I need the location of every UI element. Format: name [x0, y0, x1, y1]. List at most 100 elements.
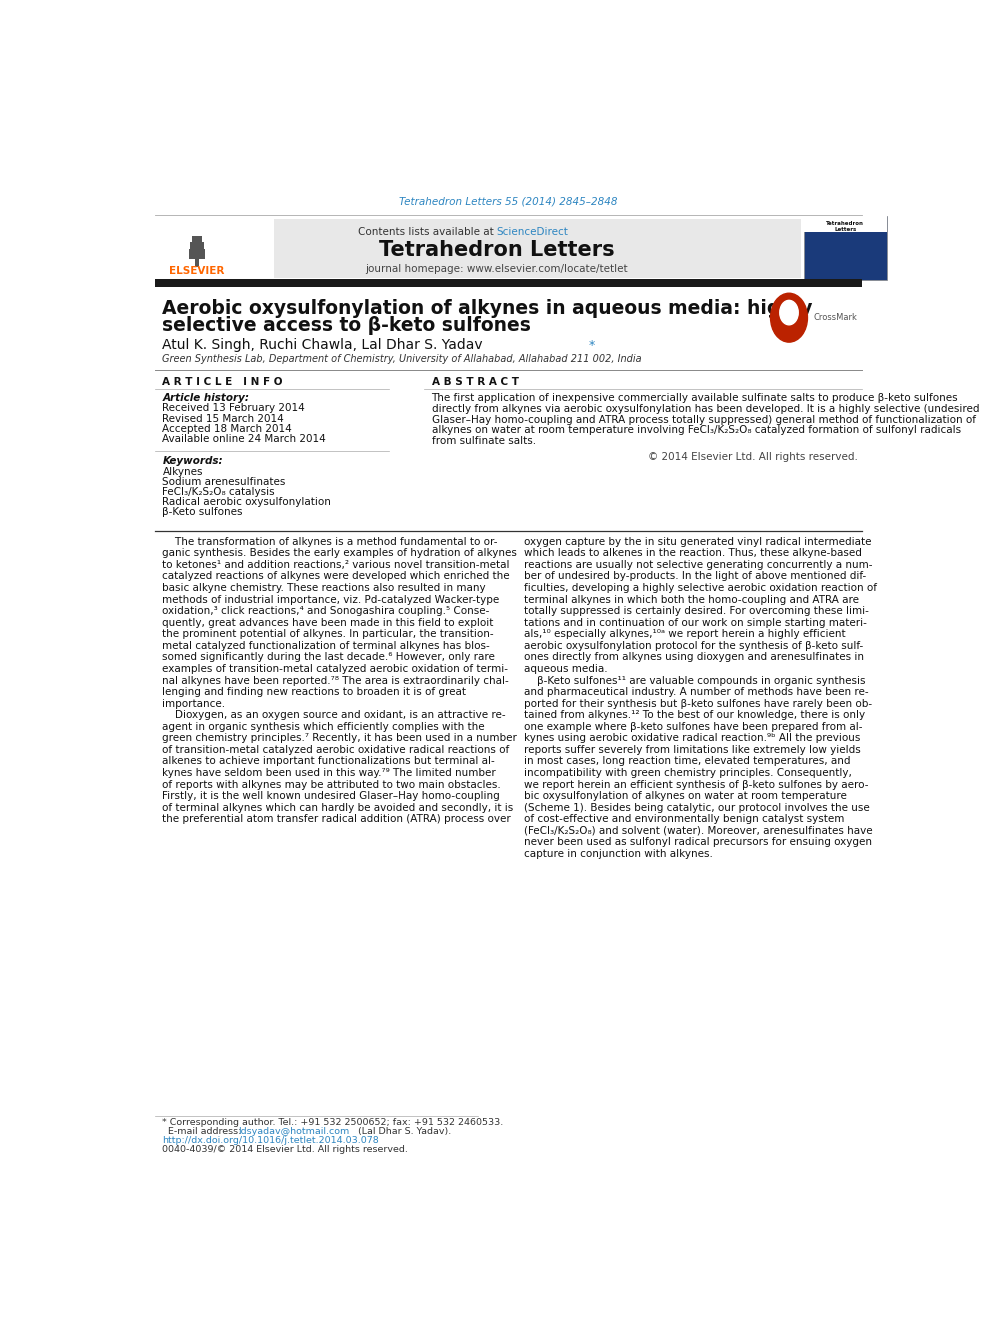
Text: the prominent potential of alkynes. In particular, the transition-: the prominent potential of alkynes. In p… — [163, 630, 494, 639]
Text: somed significantly during the last decade.⁶ However, only rare: somed significantly during the last deca… — [163, 652, 495, 663]
Text: (Lal Dhar S. Yadav).: (Lal Dhar S. Yadav). — [355, 1127, 451, 1136]
Text: (Scheme 1). Besides being catalytic, our protocol involves the use: (Scheme 1). Besides being catalytic, our… — [524, 803, 870, 812]
Text: one example where β-keto sulfones have been prepared from al-: one example where β-keto sulfones have b… — [524, 722, 862, 732]
Text: (FeCl₃/K₂S₂O₈) and solvent (water). Moreover, arenesulfinates have: (FeCl₃/K₂S₂O₈) and solvent (water). More… — [524, 826, 872, 836]
Text: * Corresponding author. Tel.: +91 532 2500652; fax: +91 532 2460533.: * Corresponding author. Tel.: +91 532 25… — [163, 1118, 504, 1127]
FancyBboxPatch shape — [155, 279, 862, 287]
Text: ScienceDirect: ScienceDirect — [497, 228, 568, 237]
Text: ficulties, developing a highly selective aerobic oxidation reaction of: ficulties, developing a highly selective… — [524, 583, 877, 593]
Text: totally suppressed is certainly desired. For overcoming these limi-: totally suppressed is certainly desired.… — [524, 606, 869, 617]
Text: aqueous media.: aqueous media. — [524, 664, 607, 673]
Text: quently, great advances have been made in this field to exploit: quently, great advances have been made i… — [163, 618, 494, 627]
FancyBboxPatch shape — [804, 216, 887, 232]
Text: and pharmaceutical industry. A number of methods have been re-: and pharmaceutical industry. A number of… — [524, 687, 868, 697]
Text: kynes have seldom been used in this way.⁷⁹ The limited number: kynes have seldom been used in this way.… — [163, 769, 496, 778]
Text: importance.: importance. — [163, 699, 225, 709]
Text: Keywords:: Keywords: — [163, 456, 223, 466]
Text: Article history:: Article history: — [163, 393, 249, 404]
Text: Atul K. Singh, Ruchi Chawla, Lal Dhar S. Yadav: Atul K. Singh, Ruchi Chawla, Lal Dhar S.… — [163, 339, 483, 352]
Text: lenging and finding new reactions to broaden it is of great: lenging and finding new reactions to bro… — [163, 687, 466, 697]
Text: capture in conjunction with alkynes.: capture in conjunction with alkynes. — [524, 849, 712, 859]
Text: FeCl₃/K₂S₂O₈ catalysis: FeCl₃/K₂S₂O₈ catalysis — [163, 487, 275, 497]
Text: directly from alkynes via aerobic oxysulfonylation has been developed. It is a h: directly from alkynes via aerobic oxysul… — [432, 404, 979, 414]
Text: als,¹⁰ especially alkynes,¹⁰ᵃ we report herein a highly efficient: als,¹⁰ especially alkynes,¹⁰ᵃ we report … — [524, 630, 845, 639]
Text: the preferential atom transfer radical addition (ATRA) process over: the preferential atom transfer radical a… — [163, 814, 511, 824]
Text: of cost-effective and environmentally benign catalyst system: of cost-effective and environmentally be… — [524, 814, 844, 824]
Text: E-mail address:: E-mail address: — [163, 1127, 245, 1136]
Text: nal alkynes have been reported.⁷⁸ The area is extraordinarily chal-: nal alkynes have been reported.⁷⁸ The ar… — [163, 676, 509, 685]
Text: in most cases, long reaction time, elevated temperatures, and: in most cases, long reaction time, eleva… — [524, 757, 850, 766]
Text: Revised 15 March 2014: Revised 15 March 2014 — [163, 414, 284, 423]
Circle shape — [771, 294, 807, 343]
Text: Contents lists available at: Contents lists available at — [358, 228, 497, 237]
Text: A B S T R A C T: A B S T R A C T — [432, 377, 519, 386]
Text: Tetrahedron Letters: Tetrahedron Letters — [379, 241, 615, 261]
Text: Letters: Letters — [834, 226, 856, 232]
Text: journal homepage: www.elsevier.com/locate/tetlet: journal homepage: www.elsevier.com/locat… — [366, 263, 628, 274]
Text: Tetrahedron: Tetrahedron — [826, 221, 864, 226]
Text: from sulfinate salts.: from sulfinate salts. — [432, 437, 536, 446]
FancyBboxPatch shape — [163, 218, 801, 278]
Text: of transition-metal catalyzed aerobic oxidative radical reactions of: of transition-metal catalyzed aerobic ox… — [163, 745, 510, 755]
Text: *: * — [589, 339, 595, 352]
Circle shape — [780, 300, 799, 325]
Text: © 2014 Elsevier Ltd. All rights reserved.: © 2014 Elsevier Ltd. All rights reserved… — [649, 451, 858, 462]
Text: we report herein an efficient synthesis of β-keto sulfones by aero-: we report herein an efficient synthesis … — [524, 779, 868, 790]
Text: ganic synthesis. Besides the early examples of hydration of alkynes: ganic synthesis. Besides the early examp… — [163, 548, 517, 558]
Text: alkynes on water at room temperature involving FeCl₃/K₂S₂O₈ catalyzed formation : alkynes on water at room temperature inv… — [432, 425, 960, 435]
Text: 0040-4039/© 2014 Elsevier Ltd. All rights reserved.: 0040-4039/© 2014 Elsevier Ltd. All right… — [163, 1146, 409, 1155]
Text: reports suffer severely from limitations like extremely low yields: reports suffer severely from limitations… — [524, 745, 860, 755]
Text: examples of transition-metal catalyzed aerobic oxidation of termi-: examples of transition-metal catalyzed a… — [163, 664, 509, 673]
Text: Tetrahedron Letters 55 (2014) 2845–2848: Tetrahedron Letters 55 (2014) 2845–2848 — [399, 197, 618, 206]
Text: incompatibility with green chemistry principles. Consequently,: incompatibility with green chemistry pri… — [524, 769, 852, 778]
Text: Sodium arenesulfinates: Sodium arenesulfinates — [163, 476, 286, 487]
Text: ELSEVIER: ELSEVIER — [170, 266, 225, 275]
Text: of reports with alkynes may be attributed to two main obstacles.: of reports with alkynes may be attribute… — [163, 779, 501, 790]
Text: selective access to β-keto sulfones: selective access to β-keto sulfones — [163, 316, 532, 335]
Text: Alkynes: Alkynes — [163, 467, 203, 476]
Text: bic oxysulfonylation of alkynes on water at room temperature: bic oxysulfonylation of alkynes on water… — [524, 791, 846, 802]
Text: reactions are usually not selective generating concurrently a num-: reactions are usually not selective gene… — [524, 560, 872, 570]
Text: http://dx.doi.org/10.1016/j.tetlet.2014.03.078: http://dx.doi.org/10.1016/j.tetlet.2014.… — [163, 1136, 379, 1146]
Text: β-Keto sulfones: β-Keto sulfones — [163, 507, 243, 517]
Text: Available online 24 March 2014: Available online 24 March 2014 — [163, 434, 326, 445]
Text: Aerobic oxysulfonylation of alkynes in aqueous media: highly: Aerobic oxysulfonylation of alkynes in a… — [163, 299, 812, 318]
Text: metal catalyzed functionalization of terminal alkynes has blos-: metal catalyzed functionalization of ter… — [163, 640, 490, 651]
Text: to ketones¹ and addition reactions,² various novel transition-metal: to ketones¹ and addition reactions,² var… — [163, 560, 510, 570]
Text: CrossMark: CrossMark — [813, 314, 857, 323]
Text: agent in organic synthesis which efficiently complies with the: agent in organic synthesis which efficie… — [163, 722, 485, 732]
FancyBboxPatch shape — [163, 218, 274, 278]
Text: terminal alkynes in which both the homo-coupling and ATRA are: terminal alkynes in which both the homo-… — [524, 594, 859, 605]
Text: of terminal alkynes which can hardly be avoided and secondly, it is: of terminal alkynes which can hardly be … — [163, 803, 514, 812]
Text: aerobic oxysulfonylation protocol for the synthesis of β-keto sulf-: aerobic oxysulfonylation protocol for th… — [524, 640, 863, 651]
Text: Dioxygen, as an oxygen source and oxidant, is an attractive re-: Dioxygen, as an oxygen source and oxidan… — [163, 710, 506, 720]
Text: which leads to alkenes in the reaction. Thus, these alkyne-based: which leads to alkenes in the reaction. … — [524, 548, 862, 558]
Text: ones directly from alkynes using dioxygen and arenesulfinates in: ones directly from alkynes using dioxyge… — [524, 652, 864, 663]
Text: ldsyadav@hotmail.com: ldsyadav@hotmail.com — [238, 1127, 349, 1136]
Text: Accepted 18 March 2014: Accepted 18 March 2014 — [163, 423, 293, 434]
FancyBboxPatch shape — [194, 258, 199, 267]
Text: Glaser–Hay homo-coupling and ATRA process totally suppressed) general method of : Glaser–Hay homo-coupling and ATRA proces… — [432, 414, 975, 425]
Text: kynes using aerobic oxidative radical reaction.⁹ᵇ All the previous: kynes using aerobic oxidative radical re… — [524, 733, 860, 744]
Text: never been used as sulfonyl radical precursors for ensuing oxygen: never been used as sulfonyl radical prec… — [524, 837, 872, 848]
Text: basic alkyne chemistry. These reactions also resulted in many: basic alkyne chemistry. These reactions … — [163, 583, 486, 593]
Text: The first application of inexpensive commercially available sulfinate salts to p: The first application of inexpensive com… — [432, 393, 958, 404]
Text: Radical aerobic oxysulfonylation: Radical aerobic oxysulfonylation — [163, 497, 331, 507]
Text: alkenes to achieve important functionalizations but terminal al-: alkenes to achieve important functionali… — [163, 757, 495, 766]
Text: β-Keto sulfones¹¹ are valuable compounds in organic synthesis: β-Keto sulfones¹¹ are valuable compounds… — [524, 676, 865, 685]
Text: tations and in continuation of our work on simple starting materi-: tations and in continuation of our work … — [524, 618, 867, 627]
Text: ber of undesired by-products. In the light of above mentioned dif-: ber of undesired by-products. In the lig… — [524, 572, 866, 582]
Text: Green Synthesis Lab, Department of Chemistry, University of Allahabad, Allahabad: Green Synthesis Lab, Department of Chemi… — [163, 355, 642, 364]
Text: The transformation of alkynes is a method fundamental to or-: The transformation of alkynes is a metho… — [163, 537, 498, 546]
Text: methods of industrial importance, viz. Pd-catalyzed Wacker-type: methods of industrial importance, viz. P… — [163, 594, 500, 605]
Text: green chemistry principles.⁷ Recently, it has been used in a number: green chemistry principles.⁷ Recently, i… — [163, 733, 517, 744]
Text: Firstly, it is the well known undesired Glaser–Hay homo-coupling: Firstly, it is the well known undesired … — [163, 791, 500, 802]
Text: A R T I C L E   I N F O: A R T I C L E I N F O — [163, 377, 283, 386]
FancyBboxPatch shape — [192, 237, 202, 245]
Text: tained from alkynes.¹² To the best of our knowledge, there is only: tained from alkynes.¹² To the best of ou… — [524, 710, 865, 720]
FancyBboxPatch shape — [188, 250, 205, 258]
FancyBboxPatch shape — [190, 242, 204, 251]
Text: oxygen capture by the in situ generated vinyl radical intermediate: oxygen capture by the in situ generated … — [524, 537, 871, 546]
Text: Received 13 February 2014: Received 13 February 2014 — [163, 404, 306, 413]
Text: catalyzed reactions of alkynes were developed which enriched the: catalyzed reactions of alkynes were deve… — [163, 572, 510, 582]
